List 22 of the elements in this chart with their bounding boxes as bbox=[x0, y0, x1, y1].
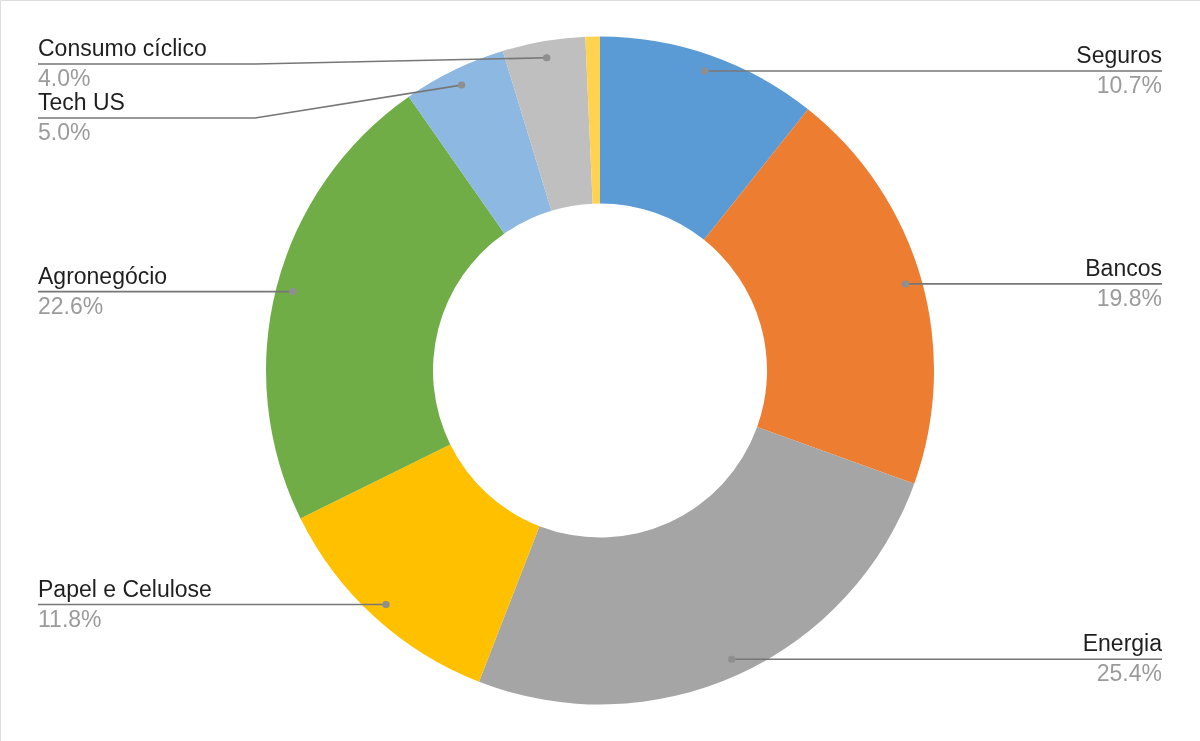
slice-label: Energia bbox=[1082, 630, 1163, 657]
data-label: 25.4% bbox=[1096, 660, 1162, 687]
donut-slice bbox=[600, 36, 809, 240]
data-label: 11.8% bbox=[38, 605, 102, 632]
slice-label: Papel e Celulose bbox=[38, 575, 212, 602]
donut-slice bbox=[408, 50, 552, 234]
donut-slice bbox=[502, 36, 593, 211]
donut-slice bbox=[479, 427, 915, 705]
data-label: 5.0% bbox=[38, 119, 91, 145]
donut-slice bbox=[300, 444, 540, 682]
donut-slice bbox=[585, 36, 600, 204]
slice-label: Bancos bbox=[1085, 254, 1162, 281]
donut-slice bbox=[266, 96, 505, 519]
slice-label: Tech US bbox=[38, 89, 125, 115]
donut-slice bbox=[704, 109, 934, 484]
data-label: 19.8% bbox=[1096, 284, 1162, 311]
slice-label: Agronegócio bbox=[38, 262, 168, 289]
data-label: 4.0% bbox=[38, 65, 91, 91]
slice-label: Consumo cíclico bbox=[38, 35, 207, 61]
data-label: 22.6% bbox=[38, 292, 104, 319]
data-label: 10.7% bbox=[1096, 71, 1162, 98]
slice-label: Seguros bbox=[1076, 41, 1162, 68]
